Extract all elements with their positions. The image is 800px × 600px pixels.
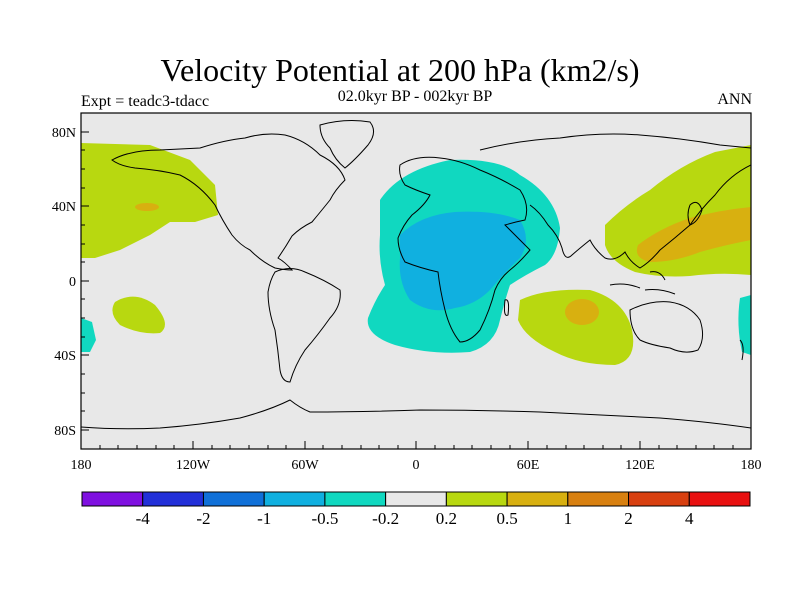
coast-madagascar [503,299,510,316]
y-major-ticks [81,131,89,431]
contour-fills [81,143,751,365]
coast-new-zealand [739,339,744,361]
colorbar-swatch [202,491,265,507]
colorbar-swatch [628,491,690,507]
coast-japan [687,201,703,226]
lon-label-60e: 60E [517,458,540,473]
positive-region-pacific-north [81,143,218,258]
colorbar-label: -0.5 [311,509,338,528]
coast-north-america [111,133,346,271]
colorbar-swatch [324,491,387,507]
colorbar-swatch [688,491,751,507]
positive-region-indian-ocean [518,289,634,365]
coast-indonesia [609,271,676,295]
lon-label-180w: 180 [71,458,92,473]
colorbar-swatch [142,491,204,507]
season-label: ANN [717,91,752,108]
colorbar-label: 0.5 [496,509,517,528]
lat-label-0: 0 [69,275,76,290]
colorbar-swatch [385,491,447,507]
colorbar-label: -1 [257,509,271,528]
coast-south-america [267,268,341,383]
coast-australia [629,301,704,353]
positive-core-pacific-north [135,203,159,211]
colorbar-swatch [506,491,569,507]
y-minor-ticks [81,149,85,412]
lon-label-180e: 180 [741,458,762,473]
lon-label-120w: 120W [176,458,211,473]
colorbar-label: 2 [624,509,633,528]
negative-region-east-edge [738,295,751,355]
lat-label-40s: 40S [54,349,76,364]
colorbar-label: 0.2 [436,509,457,528]
coast-europe-africa [397,156,531,343]
colorbar-swatch [445,491,508,507]
lon-label-120e: 120E [625,458,655,473]
colorbar: -4 -2 -1 -0.5 -0.2 0.2 0.5 1 2 4 [81,491,751,528]
positive-core-west-pacific [636,207,751,262]
coast-greenland [319,120,374,169]
map-title: Velocity Potential at 200 hPa (km2/s) [160,52,640,88]
positive-core-indian-ocean [565,299,599,325]
colorbar-swatch [567,491,630,507]
positive-region-pacific-south [112,296,165,334]
lon-label-60w: 60W [291,458,319,473]
colorbar-label: 4 [685,509,694,528]
coast-asia [479,133,751,269]
colorbar-label: 1 [564,509,573,528]
colorbar-label: -4 [136,509,151,528]
colorbar-swatch [263,491,326,507]
x-minor-ticks [99,445,734,449]
colorbar-label: -0.2 [372,509,399,528]
colorbar-label: -2 [196,509,210,528]
x-major-ticks [80,441,752,449]
lat-label-80n: 80N [52,126,76,141]
negative-region-west-edge [81,318,96,352]
negative-core-africa [399,211,526,311]
map-subtitle: 02.0kyr BP - 002kyr BP [337,88,493,105]
experiment-label: Expt = teadc3-tdacc [81,93,210,110]
colorbar-swatch [81,491,144,507]
lon-label-0: 0 [413,458,420,473]
coast-antarctica [81,399,751,430]
lat-label-80s: 80S [54,424,76,439]
coastlines [81,120,751,430]
lat-label-40n: 40N [52,200,76,215]
